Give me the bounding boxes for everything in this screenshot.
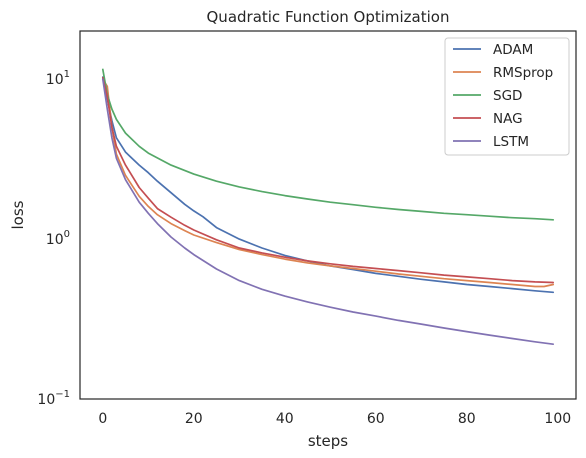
y-tick-label: 101 <box>46 69 70 88</box>
legend-label-adam: ADAM <box>493 42 533 58</box>
legend-box <box>444 37 570 156</box>
legend: ADAM RMSprop SGD NAG LSTM <box>444 37 570 156</box>
x-tick-label: 60 <box>367 411 385 427</box>
x-tick-label: 20 <box>185 411 203 427</box>
y-tick-labels: 10−1 100 101 <box>37 69 70 408</box>
chart-title: Quadratic Function Optimization <box>207 8 450 26</box>
legend-label-lstm: LSTM <box>493 134 529 150</box>
legend-label-sgd: SGD <box>493 88 522 104</box>
legend-label-rmsprop: RMSprop <box>493 65 553 81</box>
y-tick-label: 100 <box>46 229 70 248</box>
x-tick-label: 100 <box>544 411 571 427</box>
plot-frame <box>79 30 577 400</box>
series-line-nag <box>101 76 555 284</box>
x-tick-label: 0 <box>98 411 107 427</box>
series-line-sgd <box>101 68 555 221</box>
x-tick-labels: 0 20 40 60 80 100 <box>98 411 571 427</box>
x-tick-label: 40 <box>276 411 294 427</box>
legend-label-nag: NAG <box>493 111 523 127</box>
series-line-lstm <box>101 78 555 346</box>
series-line-adam <box>101 76 555 294</box>
x-tick-label: 80 <box>458 411 476 427</box>
y-tick-label: 10−1 <box>37 389 70 408</box>
series-line-rmsprop <box>101 78 555 288</box>
series-layer <box>101 68 555 346</box>
x-axis-label: steps <box>308 432 348 450</box>
y-axis-label: loss <box>9 200 27 229</box>
